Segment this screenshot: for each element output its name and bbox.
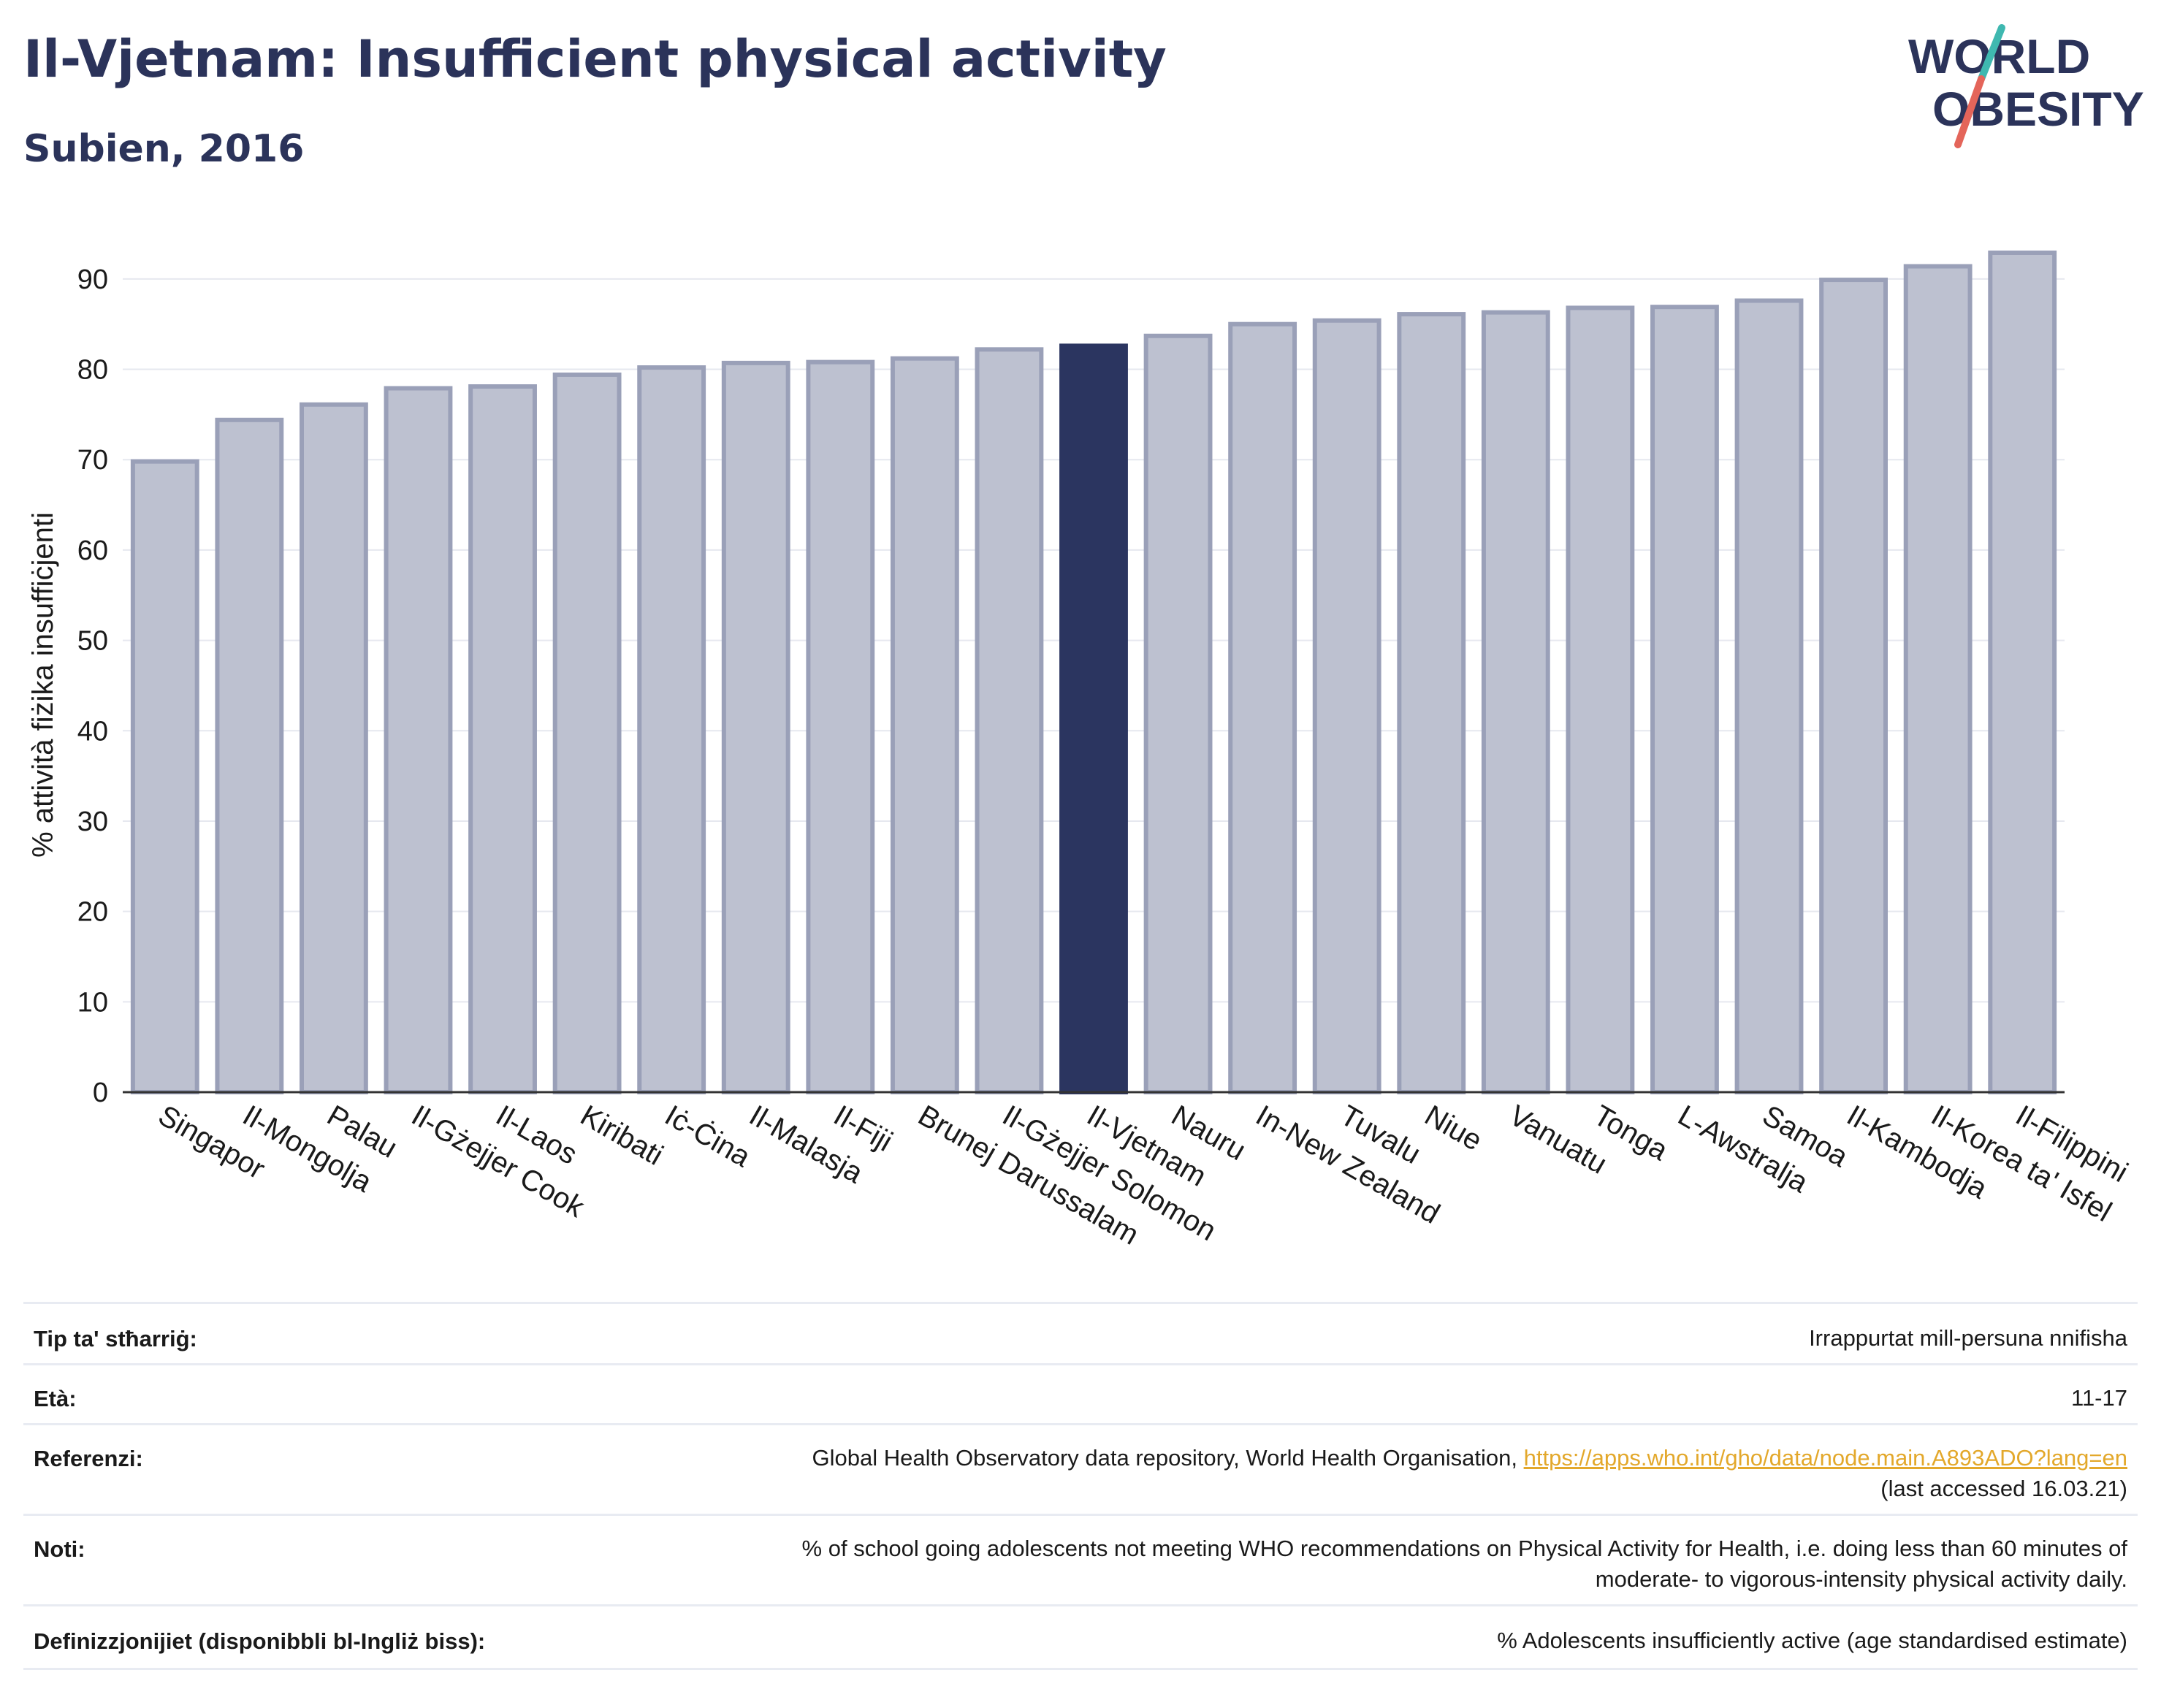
bar-17 (1566, 305, 1635, 1095)
y-tick-label: 30 (77, 807, 108, 837)
info-row-age: Età: 11-17 (23, 1363, 2138, 1425)
y-tick-label: 50 (77, 626, 108, 657)
reference-accessed: (last accessed 16.03.21) (1880, 1476, 2127, 1501)
bar-9 (890, 356, 959, 1094)
info-value: Global Health Observatory data repositor… (812, 1443, 2128, 1504)
x-tick-label: Vanuatu (1503, 1099, 1612, 1181)
info-value: 11-17 (2071, 1385, 2127, 1411)
bar-20 (1819, 278, 1889, 1094)
info-row-survey: Tip ta' stħarriġ: Irrappurtat mill-persu… (23, 1302, 2138, 1365)
info-value: Irrappurtat mill-persuna nnifisha (1809, 1325, 2127, 1351)
bar-1 (215, 417, 284, 1094)
bar-12 (1143, 333, 1213, 1094)
info-key: Tip ta' stħarriġ: (34, 1326, 197, 1351)
info-value: % of school going adolescents not meetin… (802, 1533, 2127, 1595)
y-axis-label: % attività fiżika insuffiċjenti (27, 512, 59, 858)
bars (130, 250, 2057, 1095)
y-tick-label: 0 (93, 1078, 108, 1108)
bar-22 (1988, 250, 2057, 1095)
bar-19 (1734, 298, 1804, 1094)
page-subtitle: Subien, 2016 (23, 127, 305, 171)
bar-3 (384, 386, 453, 1094)
notes-line-1: % of school going adolescents not meetin… (801, 1536, 2127, 1561)
info-key: Età: (34, 1386, 77, 1411)
bar-15 (1397, 312, 1466, 1094)
x-tick-label: Iċ-Ċina (660, 1099, 757, 1174)
y-tick-label: 20 (77, 897, 108, 928)
info-row-notes: Noti: % of school going adolescents not … (23, 1514, 2138, 1606)
world-obesity-logo: WORLD OBESITY (1908, 24, 2144, 148)
reference-link[interactable]: https://apps.who.int/gho/data/node.main.… (1523, 1445, 2127, 1471)
bar-21 (1903, 264, 1973, 1094)
info-key: Noti: (34, 1536, 85, 1562)
page-title: Il-Vjetnam: Insufficient physical activi… (23, 29, 1167, 89)
x-tick-label: Niue (1419, 1099, 1487, 1157)
info-row-references: Referenzi: Global Health Observatory dat… (23, 1423, 2138, 1516)
logo-slash-teal (1978, 24, 2005, 83)
x-tick-label: Kiribati (575, 1099, 668, 1172)
y-tick-label: 10 (77, 987, 108, 1018)
bar-2 (299, 402, 368, 1094)
y-axis-ticks: 0 10 20 30 40 50 60 70 80 90 (77, 264, 108, 1108)
info-value: % Adolescents insufficiently active (age… (1497, 1628, 2127, 1653)
bar-7 (721, 360, 790, 1094)
bar-8 (806, 359, 875, 1094)
bar-11 (1059, 343, 1128, 1094)
notes-line-2: moderate- to vigorous-intensity physical… (1595, 1566, 2127, 1592)
y-tick-label: 80 (77, 355, 108, 386)
bar-0 (130, 459, 199, 1094)
logo-slash-red (1954, 75, 1985, 148)
reference-text: Global Health Observatory data repositor… (812, 1445, 1517, 1471)
bar-chart: 0 10 20 30 40 50 60 70 80 90 SingaporIl-MongoljaP… (27, 250, 2133, 1251)
info-key: Referenzi: (34, 1446, 143, 1471)
bar-16 (1481, 310, 1550, 1095)
bar-5 (552, 372, 622, 1094)
info-key: Definizzjonijiet (disponibbli bl-Ingliż … (34, 1628, 486, 1654)
bar-18 (1650, 305, 1719, 1094)
bar-13 (1228, 321, 1297, 1094)
info-row-definitions: Definizzjonijiet (disponibbli bl-Ingliż … (23, 1604, 2138, 1670)
y-tick-label: 60 (77, 535, 108, 566)
y-tick-label: 40 (77, 716, 108, 747)
bar-14 (1312, 318, 1381, 1095)
y-tick-label: 90 (77, 264, 108, 295)
bar-10 (975, 347, 1044, 1094)
bar-6 (637, 365, 706, 1095)
y-tick-label: 70 (77, 445, 108, 476)
bar-4 (468, 384, 537, 1094)
